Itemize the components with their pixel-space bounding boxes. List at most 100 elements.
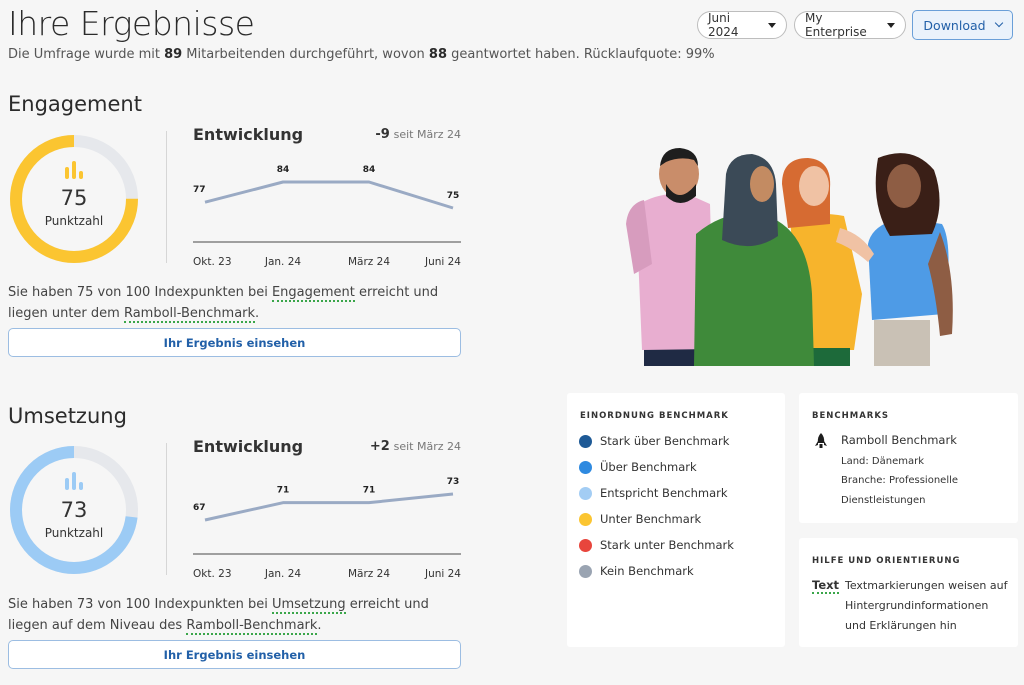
trend-chart-engagement: 77 Okt. 23 84 Jan. 24 84 März 24 75 Juni 24 — [193, 165, 461, 268]
legend-label: Entspricht Benchmark — [600, 486, 728, 500]
score-label: Punktzahl — [44, 526, 104, 540]
legend-dot — [579, 486, 592, 500]
data-label: 67 — [193, 503, 206, 513]
trend-line — [204, 180, 454, 210]
legend-item: Entspricht Benchmark — [579, 480, 734, 506]
legend-label: Unter Benchmark — [600, 512, 702, 526]
respondents-count: 88 — [428, 47, 448, 62]
data-label: 77 — [193, 185, 206, 195]
organisation-dropdown[interactable]: My Enterprise — [794, 11, 906, 39]
help-line: und Erklärungen hin — [845, 619, 957, 632]
legend-dot — [579, 434, 592, 448]
delta-value: -9 — [375, 127, 390, 142]
score-gauge-engagement — [10, 135, 138, 263]
desc-text: erreicht und liegen auf dem Niveau des — [8, 597, 429, 633]
x-tick-label: Juni 24 — [424, 256, 461, 268]
benchmark-name: Ramboll Benchmark — [841, 433, 957, 447]
info-term-engagement[interactable]: Engagement — [271, 285, 355, 302]
info-term-benchmark[interactable]: Ramboll-Benchmark — [186, 618, 318, 635]
x-tick-label: Okt. 23 — [193, 256, 232, 268]
desc-text: Sie haben 75 von 100 Indexpunkten bei — [8, 285, 272, 300]
section-title-umsetzung: Umsetzung — [8, 404, 127, 428]
desc-text: Sie haben 73 von 100 Indexpunkten bei — [8, 597, 272, 612]
legend-heading: EINORDNUNG BENCHMARK — [580, 411, 729, 421]
legend-list: Stark über Benchmark Über Benchmark Ents… — [579, 428, 734, 584]
period-value: Juni 2024 — [708, 11, 739, 39]
download-button[interactable]: Download — [912, 10, 1013, 40]
bar-chart-icon — [65, 161, 83, 179]
caret-down-icon — [887, 22, 895, 28]
people-illustration — [626, 148, 953, 366]
delta-value: +2 — [369, 439, 390, 454]
summary-text: geantwortet haben. Rücklaufquote: 99% — [447, 47, 715, 62]
page-title: Ihre Ergebnisse — [8, 4, 255, 43]
gauge-fill — [10, 446, 138, 574]
legend-label: Über Benchmark — [600, 460, 697, 474]
score-value: 73 — [60, 498, 88, 522]
view-result-button-umsetzung[interactable]: Ihr Ergebnis einsehen — [8, 640, 461, 669]
benchmarks-heading: BENCHMARKS — [812, 411, 890, 421]
legend-dot — [579, 538, 592, 552]
data-label: 75 — [447, 191, 460, 201]
score-gauge-umsetzung — [10, 446, 138, 574]
legend-label: Stark unter Benchmark — [600, 538, 734, 552]
data-label: 84 — [277, 165, 290, 175]
benchmarks-card: BENCHMARKS Ramboll Benchmark Land: Dänem… — [799, 393, 1018, 523]
trend-delta: -9 seit März 24 — [341, 127, 461, 142]
benchmark-branche: Branche: Professionelle — [841, 475, 959, 486]
benchmark-branche: Dienstleistungen — [841, 495, 926, 506]
caret-down-icon — [768, 22, 776, 28]
chevron-down-icon — [994, 18, 1003, 28]
help-heading: HILFE UND ORIENTIERUNG — [812, 556, 961, 566]
benchmark-legend-card: EINORDNUNG BENCHMARK Stark über Benchmar… — [567, 393, 785, 647]
delta-suffix: seit März 24 — [393, 128, 461, 141]
legend-item: Über Benchmark — [579, 454, 734, 480]
info-term-benchmark[interactable]: Ramboll-Benchmark — [123, 306, 256, 323]
legend-item: Unter Benchmark — [579, 506, 734, 532]
divider — [166, 443, 167, 575]
organisation-value: My Enterprise — [805, 11, 867, 39]
trend-title: Entwicklung — [193, 437, 304, 456]
data-label: 73 — [447, 477, 460, 487]
gauge-fill — [10, 135, 138, 263]
data-label: 84 — [363, 165, 376, 175]
survey-summary: Die Umfrage wurde mit 89 Mitarbeitenden … — [8, 47, 715, 62]
x-tick-label: März 24 — [348, 256, 390, 268]
download-label: Download — [923, 17, 986, 33]
x-tick-label: Okt. 23 — [193, 568, 232, 580]
summary-text: Die Umfrage wurde mit — [8, 47, 165, 62]
legend-item: Stark über Benchmark — [579, 428, 734, 454]
data-label: 71 — [363, 486, 376, 496]
help-line: Hintergrundinformationen — [845, 599, 989, 612]
x-tick-label: Jan. 24 — [264, 568, 302, 580]
result-description: Sie haben 75 von 100 Indexpunkten bei En… — [8, 282, 458, 324]
trend-title: Entwicklung — [193, 125, 304, 144]
info-term-umsetzung[interactable]: Umsetzung — [271, 597, 346, 614]
legend-item: Stark unter Benchmark — [579, 532, 734, 558]
benchmark-land: Land: Dänemark — [841, 456, 925, 467]
trend-line — [204, 492, 454, 522]
result-description: Sie haben 73 von 100 Indexpunkten bei Um… — [8, 594, 458, 636]
legend-label: Stark über Benchmark — [600, 434, 730, 448]
desc-text: . — [317, 618, 322, 633]
desc-text: . — [255, 306, 260, 321]
summary-text: Mitarbeitenden durchgeführt, wovon — [182, 47, 429, 62]
score-label: Punktzahl — [44, 214, 104, 228]
section-title-engagement: Engagement — [8, 92, 142, 116]
view-result-button-engagement[interactable]: Ihr Ergebnis einsehen — [8, 328, 461, 357]
legend-dot — [579, 564, 592, 578]
desc-text: erreicht und liegen unter dem — [8, 285, 439, 321]
x-tick-label: Juni 24 — [424, 568, 461, 580]
help-sample-marker: Text — [812, 578, 840, 594]
period-dropdown[interactable]: Juni 2024 — [697, 11, 787, 39]
legend-dot — [579, 460, 592, 474]
help-line: Textmarkierungen weisen auf — [845, 579, 1008, 592]
trend-chart-umsetzung: 67 Okt. 23 71 Jan. 24 71 März 24 73 Juni 24 — [193, 477, 461, 580]
rocket-icon — [815, 433, 827, 448]
bar-chart-icon — [65, 472, 83, 490]
legend-item: Kein Benchmark — [579, 558, 734, 584]
divider — [166, 131, 167, 263]
data-label: 71 — [277, 486, 290, 496]
legend-label: Kein Benchmark — [600, 564, 694, 578]
score-value: 75 — [60, 186, 88, 210]
